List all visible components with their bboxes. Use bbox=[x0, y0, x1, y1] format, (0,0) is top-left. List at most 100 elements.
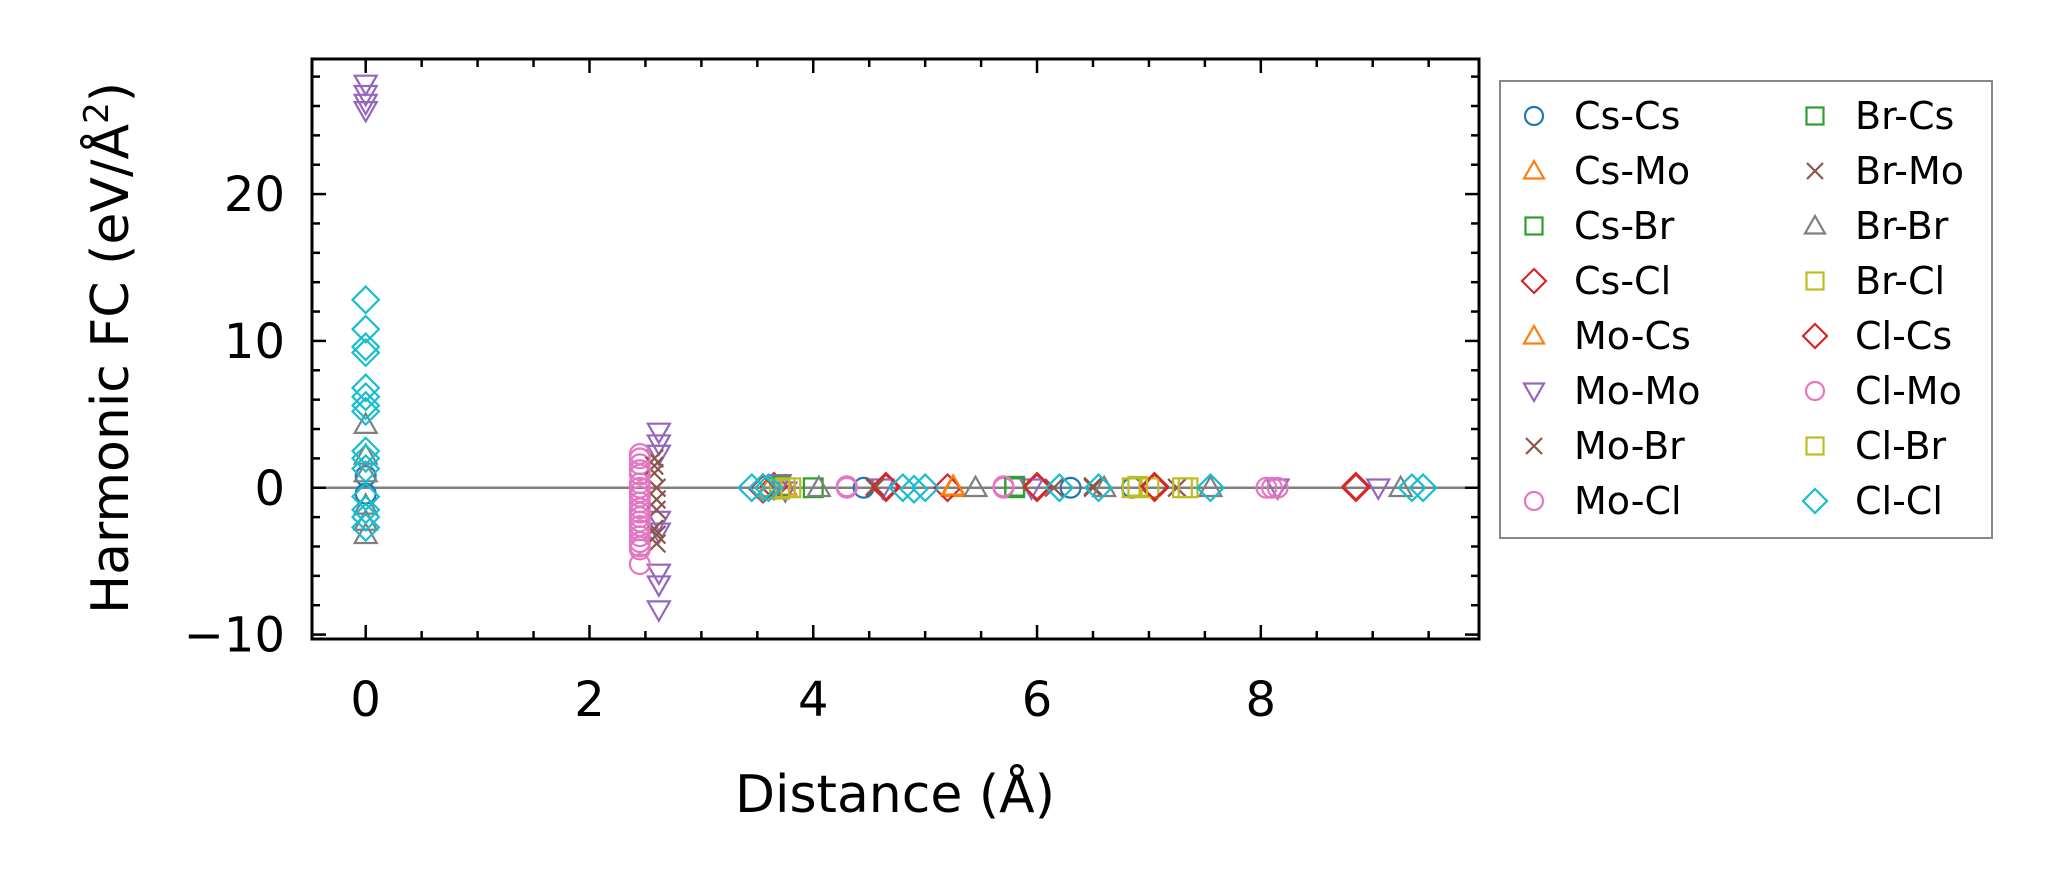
data-point bbox=[1172, 477, 1193, 499]
axes-frame bbox=[310, 57, 1481, 641]
tick-marks bbox=[312, 59, 1479, 639]
data-point bbox=[753, 473, 784, 503]
data-point bbox=[350, 502, 381, 532]
data-point bbox=[350, 332, 381, 362]
data-point bbox=[354, 465, 377, 488]
data-point bbox=[805, 474, 832, 498]
data-point bbox=[644, 456, 664, 476]
legend-item: Br-Cs bbox=[1805, 94, 1954, 138]
series-Br-Mo bbox=[644, 456, 1187, 545]
y-axis-label-superscript: 2 bbox=[77, 102, 117, 124]
legend-item: Br-Br bbox=[1803, 204, 1949, 248]
legend: Cs-Cs Cs-Mo Cs-Br Cs-Cl Mo-Cs Mo-Mo Mo-Br Mo-Cl… bbox=[1499, 80, 1993, 539]
legend-label: Cl-Mo bbox=[1855, 369, 1962, 413]
y-tick-label: 20 bbox=[224, 167, 285, 223]
data-point bbox=[350, 337, 381, 368]
data-point bbox=[748, 473, 778, 503]
data-point bbox=[1083, 473, 1114, 503]
legend-label: Cs-Cl bbox=[1574, 259, 1671, 303]
x-axis-label: Distance (Å) bbox=[735, 763, 1055, 825]
data-point bbox=[1397, 473, 1427, 503]
data-point bbox=[350, 443, 381, 474]
legend-marker bbox=[1522, 158, 1546, 180]
legend-item: Cs-Cl bbox=[1520, 259, 1671, 303]
data-point bbox=[628, 497, 651, 520]
data-point bbox=[769, 478, 791, 500]
data-point bbox=[1387, 474, 1414, 498]
x-tick-label: 4 bbox=[798, 672, 829, 728]
data-point bbox=[1022, 471, 1052, 502]
data-point bbox=[865, 476, 885, 496]
data-point bbox=[940, 473, 967, 496]
x-tick-label: 8 bbox=[1246, 672, 1277, 728]
data-point bbox=[992, 475, 1015, 498]
legend-label: Cs-Cs bbox=[1574, 94, 1680, 138]
data-point bbox=[628, 535, 651, 558]
legend-item: Br-Cl bbox=[1805, 259, 1945, 303]
legend-marker bbox=[1801, 322, 1829, 350]
data-point bbox=[645, 422, 672, 446]
y-tick-label: −10 bbox=[184, 608, 285, 664]
x-tick-label: 2 bbox=[574, 672, 605, 728]
data-point bbox=[1083, 476, 1103, 496]
legend-marker bbox=[1805, 106, 1825, 126]
data-point bbox=[1255, 476, 1278, 499]
x-tick-label: 6 bbox=[1022, 672, 1053, 728]
legend-label: Cl-Cs bbox=[1855, 314, 1952, 358]
data-point bbox=[1127, 475, 1149, 497]
legend-label: Br-Cs bbox=[1855, 94, 1954, 138]
legend-item: Cl-Cl bbox=[1801, 479, 1943, 523]
series-Mo-Br bbox=[644, 448, 1103, 554]
series-Mo-Mo bbox=[352, 74, 1392, 623]
data-point bbox=[1261, 476, 1284, 499]
y-tick-label: 10 bbox=[224, 314, 285, 370]
legend-marker bbox=[1522, 382, 1546, 404]
data-point bbox=[835, 475, 858, 498]
data-point bbox=[647, 525, 667, 545]
data-point bbox=[350, 436, 381, 466]
data-point bbox=[1167, 478, 1187, 498]
series-Cl-Br bbox=[774, 475, 1193, 499]
legend-item: Cl-Cs bbox=[1801, 314, 1952, 358]
legend-item: Mo-Mo bbox=[1522, 369, 1701, 413]
legend-label: Mo-Mo bbox=[1574, 369, 1701, 413]
legend-marker bbox=[1523, 490, 1545, 512]
data-point bbox=[628, 553, 651, 576]
data-point bbox=[645, 444, 672, 468]
legend-label: Cs-Mo bbox=[1574, 149, 1690, 193]
legend-marker bbox=[1805, 271, 1825, 291]
data-point bbox=[352, 521, 379, 545]
data-point bbox=[932, 473, 963, 503]
legend-item: Cs-Cs bbox=[1523, 94, 1680, 138]
legend-item: Mo-Cl bbox=[1523, 479, 1682, 523]
legend-item: Cl-Br bbox=[1805, 424, 1947, 468]
data-point bbox=[910, 473, 940, 503]
legend-label: Cl-Br bbox=[1855, 424, 1947, 468]
series-Cl-Cl bbox=[350, 285, 1438, 543]
legend-marker bbox=[1523, 105, 1545, 127]
legend-item: Cs-Mo bbox=[1522, 149, 1690, 193]
data-point bbox=[628, 459, 651, 482]
legend-frame bbox=[1499, 80, 1993, 539]
data-point bbox=[352, 93, 379, 117]
data-point bbox=[628, 525, 651, 548]
data-point bbox=[350, 495, 381, 525]
data-point bbox=[350, 481, 381, 512]
data-point bbox=[772, 481, 799, 504]
legend-item: Mo-Cs bbox=[1522, 314, 1691, 358]
legend-item: Br-Mo bbox=[1806, 149, 1964, 193]
data-point bbox=[352, 101, 379, 124]
data-point bbox=[1195, 473, 1226, 503]
plot-area bbox=[312, 74, 1479, 623]
legend-marker bbox=[1524, 216, 1544, 236]
legend-label: Mo-Cl bbox=[1574, 479, 1682, 523]
legend-marker bbox=[1525, 437, 1543, 455]
data-point bbox=[352, 411, 379, 434]
legend-label: Br-Br bbox=[1855, 204, 1949, 248]
legend-marker bbox=[1522, 323, 1546, 345]
x-tick-labels: 0 2 4 6 8 bbox=[350, 672, 1276, 728]
legend-label: Br-Cl bbox=[1855, 259, 1945, 303]
y-axis-label: Harmonic FC (eV/Å2) bbox=[77, 82, 141, 614]
data-point bbox=[350, 373, 381, 403]
